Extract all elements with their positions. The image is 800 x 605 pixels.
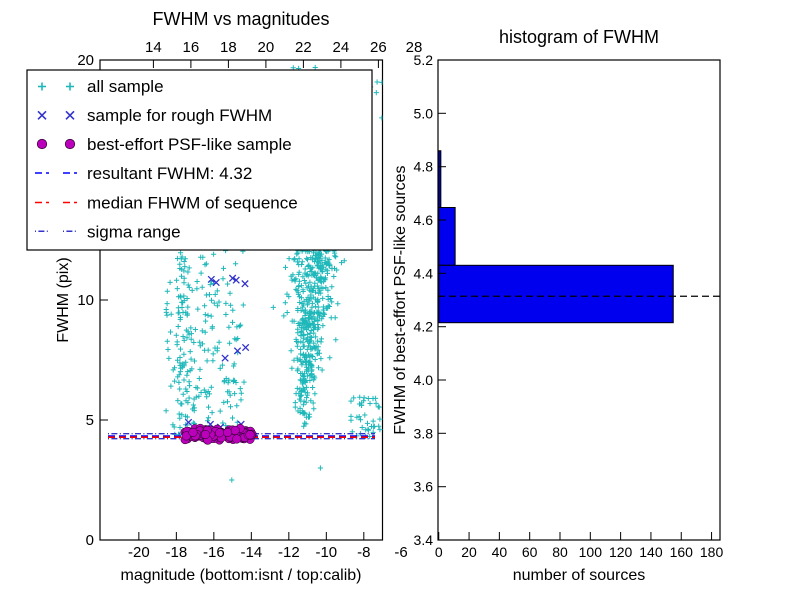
svg-text:140: 140 bbox=[639, 544, 663, 560]
svg-text:-10: -10 bbox=[315, 544, 337, 561]
svg-text:all sample: all sample bbox=[87, 77, 164, 96]
svg-text:100: 100 bbox=[579, 544, 603, 560]
svg-text:histogram of FWHM: histogram of FWHM bbox=[499, 27, 659, 47]
svg-text:3.4: 3.4 bbox=[414, 532, 434, 548]
svg-text:20: 20 bbox=[461, 544, 477, 560]
svg-text:24: 24 bbox=[333, 39, 350, 56]
svg-text:5.2: 5.2 bbox=[414, 52, 434, 68]
svg-text:20: 20 bbox=[258, 39, 275, 56]
svg-text:median FHWM of sequence: median FHWM of sequence bbox=[87, 194, 298, 213]
svg-text:-6: -6 bbox=[394, 544, 407, 561]
svg-text:180: 180 bbox=[700, 544, 724, 560]
svg-text:5.0: 5.0 bbox=[414, 105, 434, 121]
svg-text:best-effort PSF-like sample: best-effort PSF-like sample bbox=[87, 135, 292, 154]
svg-text:22: 22 bbox=[295, 39, 312, 56]
svg-text:120: 120 bbox=[609, 544, 633, 560]
svg-text:-8: -8 bbox=[357, 544, 370, 561]
svg-text:0: 0 bbox=[435, 544, 443, 560]
svg-text:60: 60 bbox=[522, 544, 538, 560]
svg-text:3.6: 3.6 bbox=[414, 479, 434, 495]
svg-text:26: 26 bbox=[370, 39, 387, 56]
svg-text:4.6: 4.6 bbox=[414, 212, 434, 228]
svg-text:-18: -18 bbox=[166, 544, 188, 561]
svg-text:number of sources: number of sources bbox=[513, 567, 646, 584]
svg-text:3.8: 3.8 bbox=[414, 425, 434, 441]
svg-text:FWHM (pix): FWHM (pix) bbox=[55, 257, 72, 342]
svg-text:5: 5 bbox=[86, 412, 94, 429]
svg-text:4.8: 4.8 bbox=[414, 159, 434, 175]
svg-text:160: 160 bbox=[670, 544, 694, 560]
svg-text:4.0: 4.0 bbox=[414, 372, 434, 388]
svg-text:sigma range: sigma range bbox=[87, 222, 181, 241]
svg-text:4.4: 4.4 bbox=[414, 265, 434, 281]
svg-text:magnitude (bottom:isnt / top:c: magnitude (bottom:isnt / top:calib) bbox=[120, 567, 361, 584]
svg-text:FWHM vs magnitudes: FWHM vs magnitudes bbox=[152, 9, 329, 29]
svg-text:0: 0 bbox=[86, 532, 94, 549]
svg-text:18: 18 bbox=[220, 39, 237, 56]
svg-text:-14: -14 bbox=[240, 544, 262, 561]
svg-text:-12: -12 bbox=[278, 544, 300, 561]
svg-text:40: 40 bbox=[492, 544, 508, 560]
svg-text:20: 20 bbox=[77, 52, 94, 69]
svg-text:10: 10 bbox=[77, 292, 94, 309]
svg-text:sample for rough FWHM: sample for rough FWHM bbox=[87, 106, 272, 125]
svg-text:FWHM of best-effort PSF-like s: FWHM of best-effort PSF-like sources bbox=[392, 165, 409, 434]
svg-text:-20: -20 bbox=[128, 544, 150, 561]
svg-text:-16: -16 bbox=[203, 544, 225, 561]
svg-text:80: 80 bbox=[552, 544, 568, 560]
svg-text:4.2: 4.2 bbox=[414, 319, 434, 335]
svg-text:16: 16 bbox=[183, 39, 200, 56]
svg-text:resultant FWHM: 4.32: resultant FWHM: 4.32 bbox=[87, 164, 252, 183]
svg-text:14: 14 bbox=[145, 39, 162, 56]
